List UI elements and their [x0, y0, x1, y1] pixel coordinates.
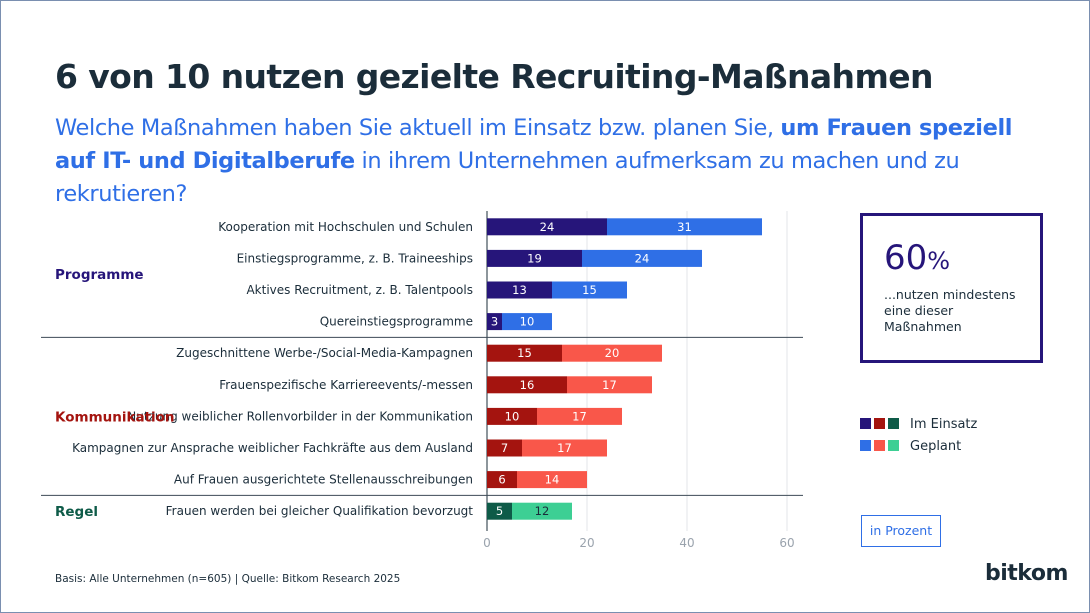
legend-item-geplant: Geplant — [860, 439, 961, 454]
legend-swatch — [860, 440, 871, 451]
category-label-nutzung-weiblicher-rollenvorbilder-in-der-kommunikation: Nutzung weiblicher Rollenvorbilder in de… — [127, 409, 473, 423]
bar-im-einsatz-frauen-werden-bei-gleicher-qualifikation-bevorzugt — [487, 502, 512, 520]
bar-geplant-zugeschnittene-werbe-social-media-kampagnen — [562, 344, 662, 362]
data-label: 31 — [677, 220, 692, 234]
x-tick-label: 60 — [779, 536, 794, 550]
stat-number: 60 — [884, 238, 928, 278]
data-label: 15 — [517, 346, 532, 360]
category-label-frauenspezifische-karriereevents-messen: Frauenspezifische Karriereevents/-messen — [219, 378, 473, 392]
subtitle-emphasis: um Frauen speziell auf IT- und Digitalbe… — [55, 115, 1013, 174]
bar-im-einsatz-kampagnen-zur-ansprache-weiblicher-fachkräfte-aus-dem-ausland — [487, 439, 522, 457]
bar-geplant-frauen-werden-bei-gleicher-qualifikation-bevorzugt — [512, 502, 572, 520]
data-label: 10 — [520, 315, 535, 329]
data-label: 17 — [602, 378, 617, 392]
subtitle-text-1: Welche Maßnahmen haben Sie aktuell im Ei… — [55, 115, 781, 141]
category-label-kampagnen-zur-ansprache-weiblicher-fachkräfte-aus-dem-ausland: Kampagnen zur Ansprache weiblicher Fachk… — [72, 441, 473, 455]
page-subtitle: Welche Maßnahmen haben Sie aktuell im Ei… — [55, 112, 1055, 211]
data-label: 20 — [605, 346, 620, 360]
bar-geplant-nutzung-weiblicher-rollenvorbilder-in-der-kommunikation — [537, 407, 622, 425]
stat-value: 60% — [884, 238, 950, 278]
bar-im-einsatz-auf-frauen-ausgerichtete-stellenausschreibungen — [487, 471, 517, 489]
unit-label: in Prozent — [861, 515, 941, 547]
category-label-frauen-werden-bei-gleicher-qualifikation-bevorzugt: Frauen werden bei gleicher Qualifikation… — [166, 504, 474, 518]
data-label: 24 — [635, 251, 650, 265]
group-label-regel: Regel — [55, 504, 98, 520]
data-label: 24 — [540, 220, 555, 234]
data-label: 7 — [501, 441, 508, 455]
legend-swatch — [874, 440, 885, 451]
bar-geplant-aktives-recruitment-z-b-talentpools — [552, 281, 627, 299]
bar-im-einsatz-nutzung-weiblicher-rollenvorbilder-in-der-kommunikation — [487, 407, 537, 425]
data-label: 14 — [545, 473, 560, 487]
legend-swatches-geplant — [860, 439, 902, 454]
data-label: 5 — [496, 504, 503, 518]
bar-geplant-kooperation-mit-hochschulen-und-schulen — [607, 218, 762, 236]
category-label-aktives-recruitment-z-b-talentpools: Aktives Recruitment, z. B. Talentpools — [246, 283, 473, 297]
data-label: 19 — [527, 251, 542, 265]
bar-geplant-frauenspezifische-karriereevents-messen — [567, 376, 652, 394]
legend-item-im-einsatz: Im Einsatz — [860, 417, 977, 432]
bar-im-einsatz-einstiegsprogramme-z-b-traineeships — [487, 249, 582, 267]
data-label: 16 — [520, 378, 535, 392]
legend-label-geplant: Geplant — [910, 439, 962, 454]
category-label-quereinstiegsprogramme: Quereinstiegsprogramme — [320, 315, 473, 329]
group-label-programme: Programme — [55, 267, 144, 283]
x-tick-label: 20 — [579, 536, 594, 550]
legend-swatch — [874, 418, 885, 429]
bar-geplant-einstiegsprogramme-z-b-traineeships — [582, 249, 702, 267]
group-label-kommunikation: Kommunikation — [55, 409, 175, 425]
subtitle-text-2: in ihrem Unternehmen aufmerksam zu mache… — [55, 148, 960, 207]
bar-im-einsatz-frauenspezifische-karriereevents-messen — [487, 376, 567, 394]
category-label-einstiegsprogramme-z-b-traineeships: Einstiegsprogramme, z. B. Traineeships — [237, 251, 473, 265]
legend-swatch — [888, 418, 899, 429]
stat-text: ...nutzen mindestens eine dieser Maßnahm… — [884, 287, 1016, 334]
bar-im-einsatz-quereinstiegsprogramme — [487, 313, 502, 331]
category-label-auf-frauen-ausgerichtete-stellenausschreibungen: Auf Frauen ausgerichtete Stellenausschre… — [174, 473, 473, 487]
legend-swatch — [888, 440, 899, 451]
data-label: 15 — [582, 283, 597, 297]
x-tick-label: 40 — [679, 536, 694, 550]
bar-im-einsatz-aktives-recruitment-z-b-talentpools — [487, 281, 552, 299]
x-tick-label: 0 — [483, 536, 491, 550]
legend-label-im-einsatz: Im Einsatz — [910, 417, 978, 432]
data-label: 13 — [512, 283, 527, 297]
bitkom-logo: bitkom — [985, 561, 1068, 586]
data-label: 12 — [535, 504, 550, 518]
bar-geplant-auf-frauen-ausgerichtete-stellenausschreibungen — [517, 471, 587, 489]
bar-im-einsatz-kooperation-mit-hochschulen-und-schulen — [487, 218, 607, 236]
bar-geplant-kampagnen-zur-ansprache-weiblicher-fachkräfte-aus-dem-ausland — [522, 439, 607, 457]
page-title: 6 von 10 nutzen gezielte Recruiting-Maßn… — [55, 57, 934, 96]
source-note: Basis: Alle Unternehmen (n=605) | Quelle… — [55, 573, 401, 585]
category-label-zugeschnittene-werbe-social-media-kampagnen: Zugeschnittene Werbe-/Social-Media-Kampa… — [176, 346, 473, 360]
data-label: 17 — [557, 441, 572, 455]
data-label: 6 — [498, 473, 505, 487]
legend-swatches-im-einsatz — [860, 417, 902, 432]
stat-box — [860, 213, 1043, 363]
stat-unit: % — [927, 247, 951, 275]
category-label-kooperation-mit-hochschulen-und-schulen: Kooperation mit Hochschulen und Schulen — [218, 220, 473, 234]
data-label: 3 — [491, 315, 498, 329]
bar-im-einsatz-zugeschnittene-werbe-social-media-kampagnen — [487, 344, 562, 362]
legend-swatch — [860, 418, 871, 429]
data-label: 10 — [505, 409, 520, 423]
bar-geplant-quereinstiegsprogramme — [502, 313, 552, 331]
data-label: 17 — [572, 409, 587, 423]
